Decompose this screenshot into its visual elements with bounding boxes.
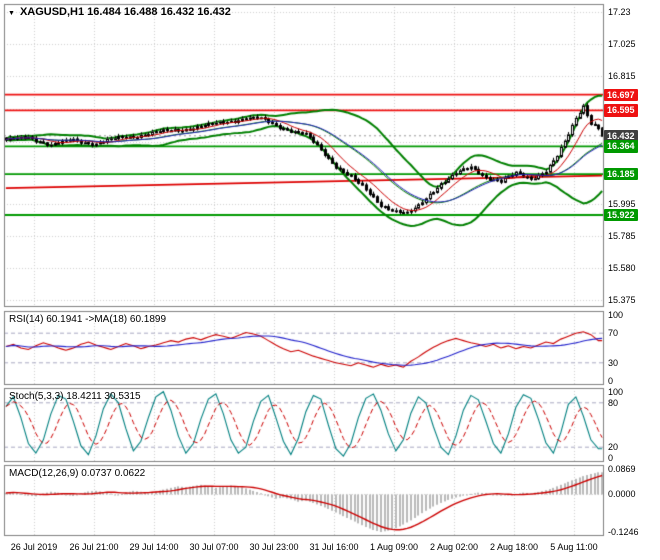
time-axis-label: 30 Jul 07:00 — [189, 542, 239, 552]
time-axis-label: 5 Aug 11:00 — [550, 542, 598, 552]
price-axis-label: 16.815 — [608, 71, 636, 82]
price-axis-drag[interactable] — [604, 4, 660, 307]
time-axis-label: 26 Jul 2019 — [10, 542, 58, 552]
time-axis-label: 26 Jul 21:00 — [69, 542, 119, 552]
time-axis-label: 30 Jul 23:00 — [249, 542, 299, 552]
macd-axis-label: 0.0000 — [608, 489, 636, 500]
stochastic-axis-label: 100 — [608, 387, 624, 397]
price-axis-label: 15.995 — [608, 198, 636, 209]
stoch-indicator-label: Stoch(5,3,3) 18.4211 30.5315 — [9, 391, 141, 402]
macd-axis-label: 0.0869 — [608, 464, 636, 474]
rsi-axis-label: 100 — [608, 310, 624, 320]
price-axis-label: 17.23 — [608, 6, 631, 17]
price-badge-support: 15.922 — [604, 209, 638, 222]
stochastic-axis-label: 80 — [608, 397, 619, 408]
macd-axis-label: -0.1246 — [608, 526, 639, 537]
time-axis-label: 29 Jul 14:00 — [129, 542, 179, 552]
price-axis-label: 15.375 — [608, 295, 636, 305]
rsi-indicator-label: RSI(14) 60.1941 ->MA(18) 60.1899 — [9, 314, 167, 325]
symbol-ohlc-label: XAGUSD,H1 16.484 16.488 16.432 16.432 — [19, 6, 231, 18]
price-axis-label: 15.580 — [608, 263, 636, 274]
time-axis-label: 2 Aug 18:00 — [489, 542, 539, 552]
macd-indicator-label: MACD(12,26,9) 0.0737 0.0622 — [9, 468, 146, 479]
symbol-dropdown-icon[interactable]: ▼ — [8, 9, 15, 17]
time-axis-label: 1 Aug 09:00 — [369, 542, 419, 552]
time-axis-label: 31 Jul 16:00 — [309, 542, 359, 552]
price-axis-label: 15.785 — [608, 231, 636, 242]
price-badge-resistance: 16.595 — [604, 104, 638, 117]
rsi-axis-label: 0 — [608, 376, 614, 386]
price-badge-support: 16.364 — [604, 140, 638, 153]
price-badge-support: 16.185 — [604, 168, 638, 181]
time-axis-label: 2 Aug 02:00 — [429, 542, 479, 552]
rsi-axis-label: 70 — [608, 328, 619, 339]
price-badge-resistance: 16.697 — [604, 88, 638, 101]
chart-header: ▼ XAGUSD,H1 16.484 16.488 16.432 16.432 — [8, 6, 231, 18]
price-axis-label: 17.025 — [608, 38, 636, 49]
rsi-axis-label: 30 — [608, 357, 619, 368]
stochastic-axis-label: 20 — [608, 442, 619, 453]
price-badge-current: 16.432 — [604, 129, 638, 143]
stochastic-axis-label: 0 — [608, 453, 614, 463]
